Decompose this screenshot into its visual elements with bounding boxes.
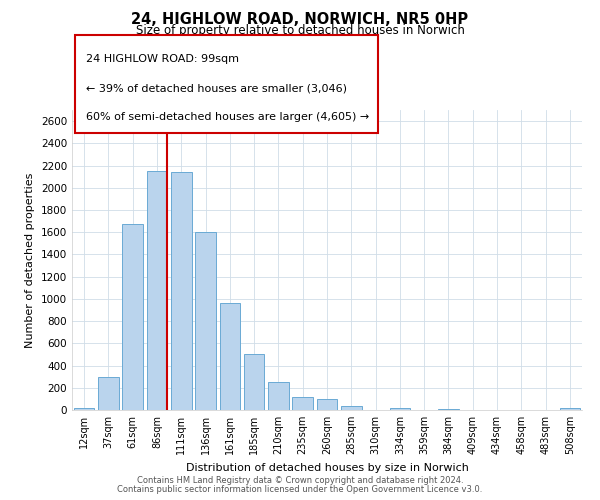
Bar bbox=[560, 408, 580, 410]
Bar bbox=[98, 377, 119, 410]
Bar bbox=[292, 396, 313, 410]
Bar bbox=[146, 171, 167, 410]
Bar bbox=[122, 224, 143, 410]
Text: 60% of semi-detached houses are larger (4,605) →: 60% of semi-detached houses are larger (… bbox=[86, 112, 369, 122]
Bar bbox=[220, 304, 240, 410]
Text: 24, HIGHLOW ROAD, NORWICH, NR5 0HP: 24, HIGHLOW ROAD, NORWICH, NR5 0HP bbox=[131, 12, 469, 28]
Bar bbox=[268, 382, 289, 410]
Bar bbox=[171, 172, 191, 410]
Y-axis label: Number of detached properties: Number of detached properties bbox=[25, 172, 35, 348]
Text: Contains HM Land Registry data © Crown copyright and database right 2024.: Contains HM Land Registry data © Crown c… bbox=[137, 476, 463, 485]
Bar bbox=[389, 408, 410, 410]
X-axis label: Distribution of detached houses by size in Norwich: Distribution of detached houses by size … bbox=[185, 462, 469, 472]
Bar bbox=[341, 406, 362, 410]
Bar bbox=[317, 400, 337, 410]
Text: Size of property relative to detached houses in Norwich: Size of property relative to detached ho… bbox=[136, 24, 464, 37]
Text: ← 39% of detached houses are smaller (3,046): ← 39% of detached houses are smaller (3,… bbox=[86, 83, 347, 93]
Bar bbox=[195, 232, 216, 410]
Bar bbox=[438, 409, 459, 410]
Bar bbox=[244, 354, 265, 410]
Text: Contains public sector information licensed under the Open Government Licence v3: Contains public sector information licen… bbox=[118, 485, 482, 494]
Text: 24 HIGHLOW ROAD: 99sqm: 24 HIGHLOW ROAD: 99sqm bbox=[86, 54, 239, 64]
Bar bbox=[74, 408, 94, 410]
